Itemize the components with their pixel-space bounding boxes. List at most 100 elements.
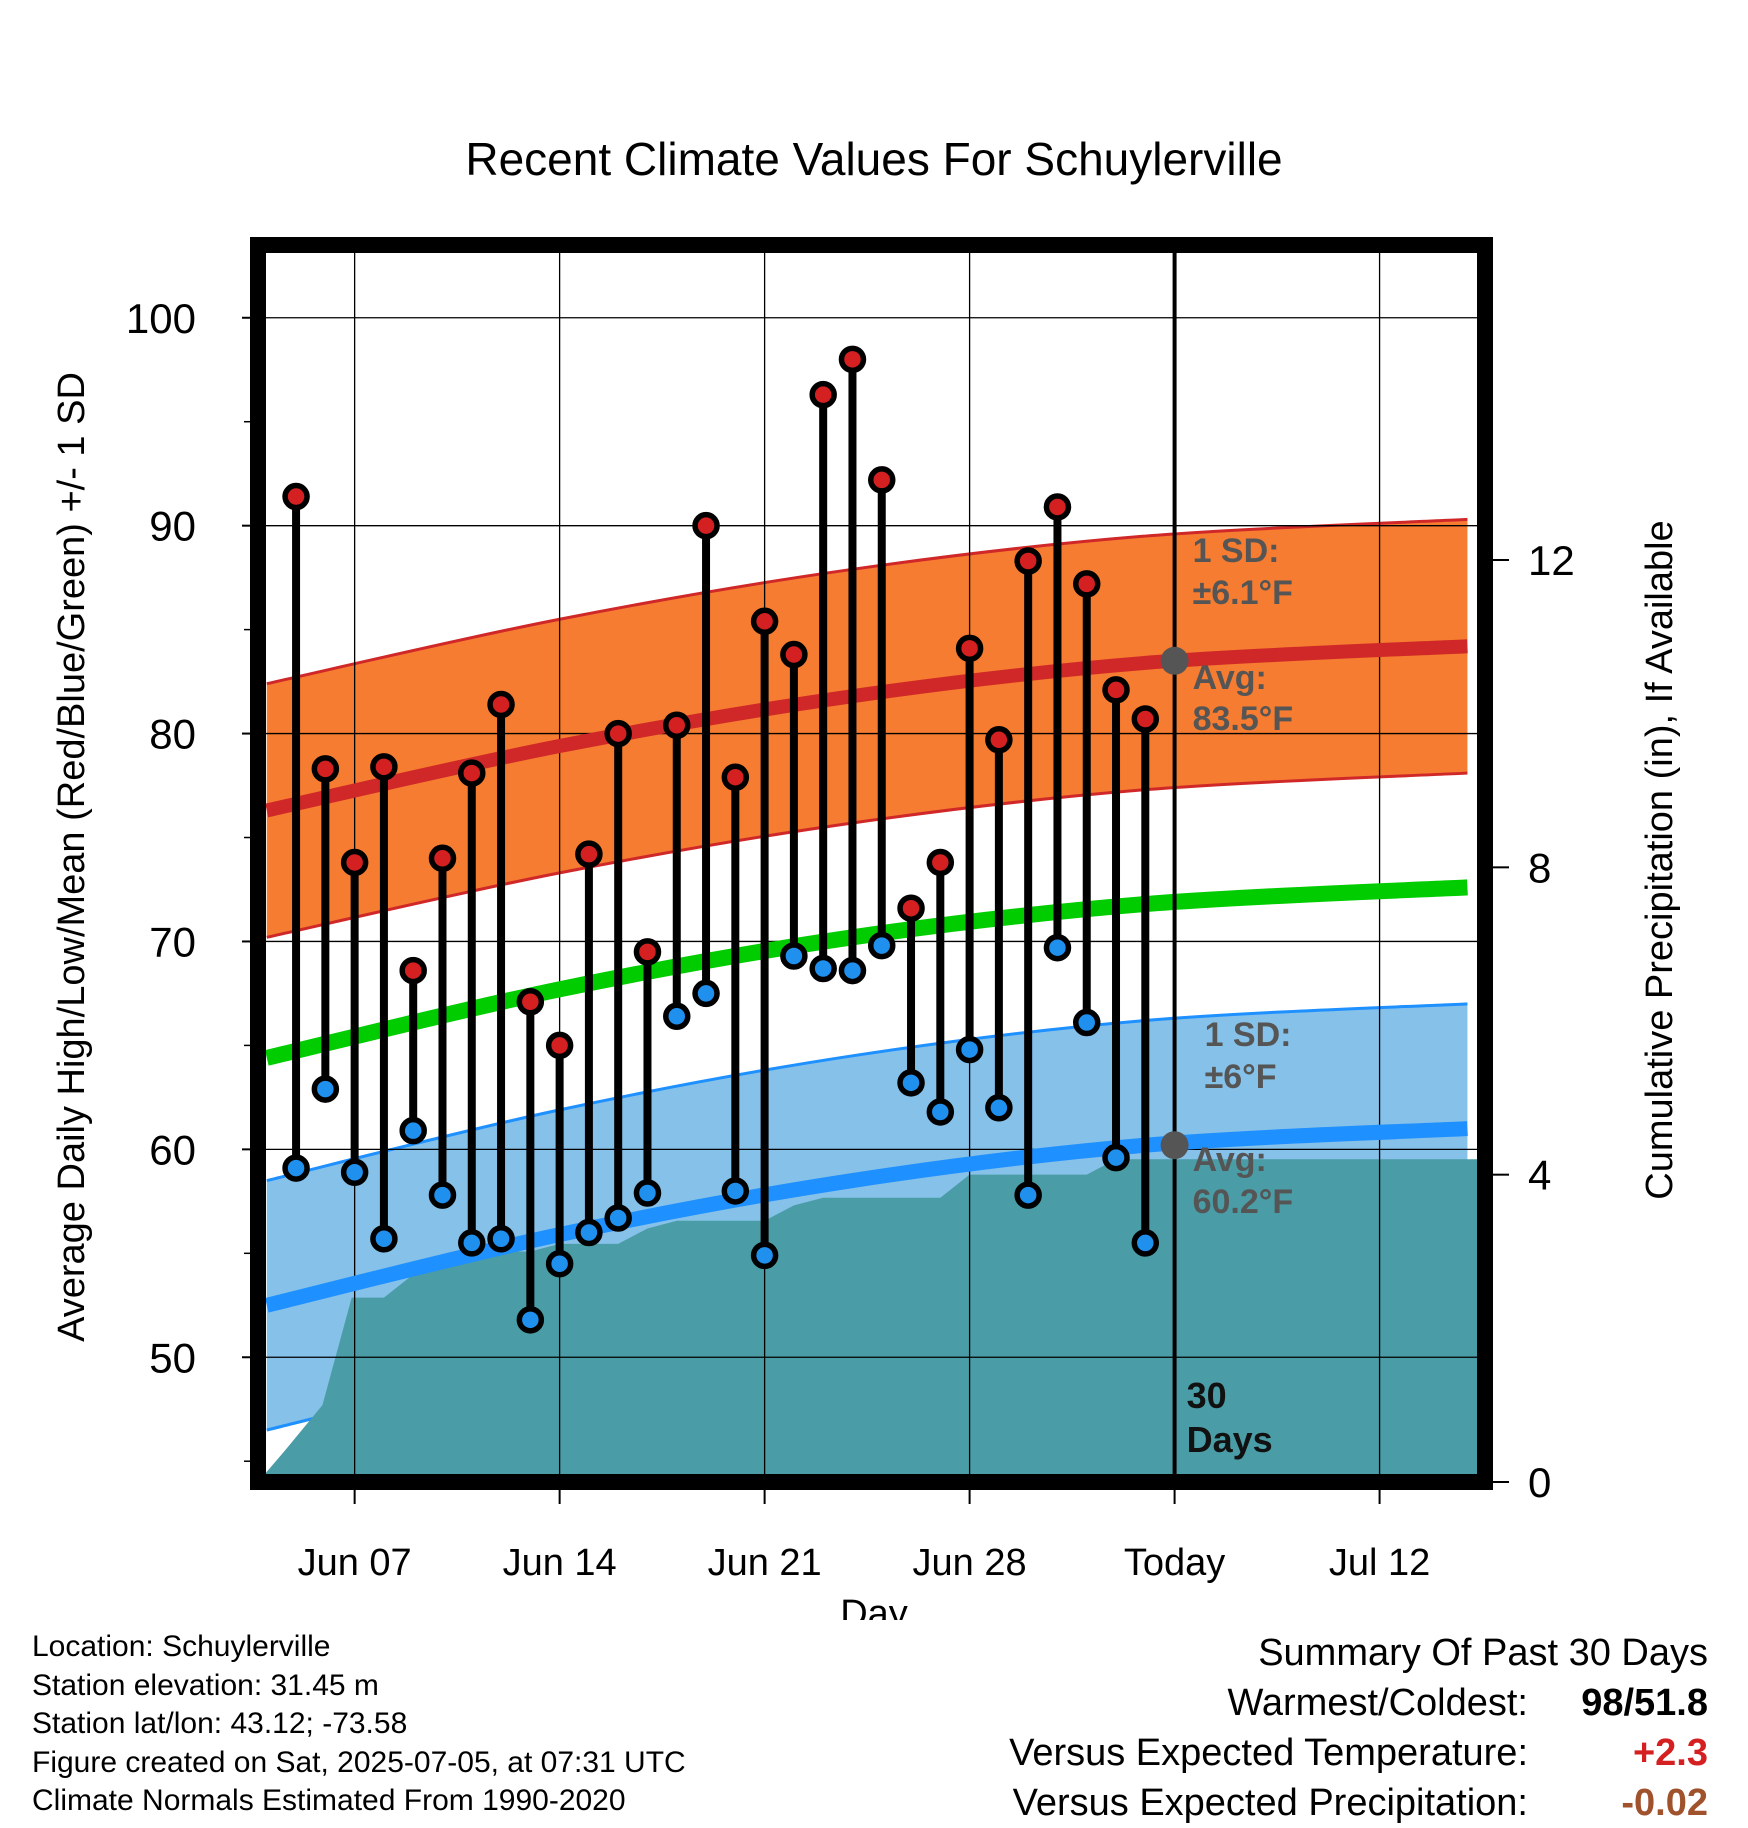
daily-high-point: [1014, 547, 1042, 575]
precip-label: Versus Expected Precipitation:: [1012, 1782, 1528, 1824]
daily-low-point: [926, 1098, 955, 1126]
daily-low-point: [897, 1069, 925, 1097]
daily-low-point: [487, 1225, 515, 1253]
normals-text: Climate Normals Estimated From 1990-2020: [32, 1784, 626, 1817]
high-sd-value: ±6.1°F: [1193, 574, 1293, 612]
daily-low-point: [1131, 1229, 1160, 1257]
daily-low-point: [1014, 1181, 1042, 1209]
daily-high-point: [897, 894, 925, 922]
daily-low-point: [458, 1229, 486, 1257]
daily-high-point: [311, 755, 340, 783]
low-avg-value: 60.2°F: [1193, 1183, 1294, 1221]
daily-low-point: [721, 1177, 750, 1205]
daily-high-point: [575, 840, 603, 868]
daily-high-point: [1131, 705, 1160, 733]
daily-high-point: [985, 726, 1013, 754]
low-avg-label: Avg:: [1193, 1141, 1267, 1179]
period-unit: Days: [1187, 1419, 1273, 1460]
period-number: 30: [1187, 1375, 1227, 1416]
daily-high-point: [867, 466, 896, 494]
daily-low-point: [311, 1075, 340, 1103]
daily-low-point: [1102, 1143, 1130, 1172]
today-low-avg-marker: [1160, 1131, 1189, 1160]
warm-cold-label: Warmest/Coldest:: [1227, 1682, 1528, 1724]
high-avg-value: 83.5°F: [1193, 700, 1294, 738]
y2-tick-label: 8: [1528, 844, 1551, 891]
x-axis-label: Day: [840, 1593, 908, 1620]
chart-title: Recent Climate Values For Schuylerville: [465, 133, 1282, 185]
plot-frame: [250, 237, 1493, 1490]
daily-low-point: [282, 1154, 310, 1182]
summary-temp: Versus Expected Temperature: +2.3: [1009, 1728, 1708, 1778]
daily-low-point: [663, 1002, 691, 1031]
daily-high-point: [955, 634, 984, 663]
daily-high-point: [370, 753, 398, 781]
daily-high-point: [809, 380, 837, 409]
daily-high-point: [340, 848, 369, 877]
daily-low-point: [604, 1204, 632, 1232]
daily-low-point: [516, 1306, 545, 1334]
y2-axis-label: Cumulative Precipitation (in), If Availa…: [1639, 520, 1681, 1199]
daily-high-point: [1043, 493, 1072, 521]
daily-high-point: [750, 607, 779, 636]
daily-low-point: [1043, 933, 1072, 962]
y-tick-label: 100: [126, 295, 196, 342]
daily-high-point: [721, 763, 750, 791]
avg-low-line: [265, 1121, 1468, 1313]
high-avg-label: Avg:: [1193, 659, 1267, 697]
daily-low-point: [780, 942, 808, 970]
high-sd-band: [266, 519, 1468, 938]
y-axis-label: Average Daily High/Low/Mean (Red/Blue/Gr…: [51, 372, 93, 1342]
daily-low-point: [955, 1035, 984, 1064]
daily-high-point: [458, 759, 486, 787]
daily-high-point: [1072, 570, 1101, 598]
daily-high-point: [1102, 676, 1130, 704]
daily-high-point: [663, 711, 691, 739]
daily-low-point: [750, 1241, 779, 1270]
daily-high-point: [545, 1031, 574, 1060]
y-tick-label: 70: [149, 918, 196, 965]
latlon-text: Station lat/lon: 43.12; -73.58: [32, 1707, 408, 1740]
low-sd-label: 1 SD:: [1205, 1016, 1292, 1054]
summary-warm-cold: Warmest/Coldest: 98/51.8: [1009, 1678, 1708, 1728]
daily-high-point: [428, 844, 457, 873]
daily-high-point: [399, 956, 427, 985]
daily-high-point: [926, 848, 955, 877]
daily-low-point: [545, 1249, 574, 1278]
warm-cold-value: 98/51.8: [1558, 1678, 1708, 1728]
daily-high-point: [692, 511, 720, 540]
y2-tick-label: 0: [1528, 1459, 1551, 1506]
daily-low-point: [809, 954, 837, 983]
low-sd-upper-edge: [266, 1002, 1468, 1183]
daily-low-point: [428, 1181, 457, 1209]
cumulative-precip-area: [258, 1159, 1485, 1482]
daily-low-point: [692, 979, 720, 1008]
daily-high-point: [780, 640, 808, 669]
y-tick-label: 80: [149, 711, 196, 758]
daily-high-point: [604, 719, 632, 748]
daily-high-point: [633, 938, 662, 966]
summary-title: Summary Of Past 30 Days: [1258, 1632, 1708, 1674]
location-text: Location: Schuylerville: [32, 1630, 331, 1663]
daily-low-point: [399, 1116, 427, 1145]
y-tick-label: 90: [149, 503, 196, 550]
x-tick-label: Jun 28: [913, 1542, 1027, 1584]
summary-precip: Versus Expected Precipitation: -0.02: [1009, 1778, 1708, 1828]
elevation-text: Station elevation: 31.45 m: [32, 1668, 379, 1702]
daily-low-point: [838, 956, 867, 985]
today-high-avg-marker: [1160, 646, 1189, 675]
daily-high-point: [487, 690, 515, 719]
x-tick-label: Jun 07: [298, 1542, 412, 1584]
daily-low-point: [867, 931, 896, 960]
warmest-value: 98: [1581, 1682, 1624, 1724]
temp-label: Versus Expected Temperature:: [1009, 1732, 1528, 1774]
daily-low-point: [370, 1225, 398, 1253]
y-tick-label: 60: [149, 1126, 196, 1173]
y2-tick-label: 12: [1528, 537, 1575, 584]
summary-panel: Summary Of Past 30 Days Warmest/Coldest:…: [1009, 1628, 1708, 1828]
high-sd-label: 1 SD:: [1193, 532, 1280, 570]
warm-cold-separator: /: [1623, 1682, 1635, 1724]
created-text: Figure created on Sat, 2025-07-05, at 07…: [32, 1745, 686, 1779]
daily-low-point: [340, 1158, 369, 1186]
temp-value: +2.3: [1632, 1732, 1708, 1774]
